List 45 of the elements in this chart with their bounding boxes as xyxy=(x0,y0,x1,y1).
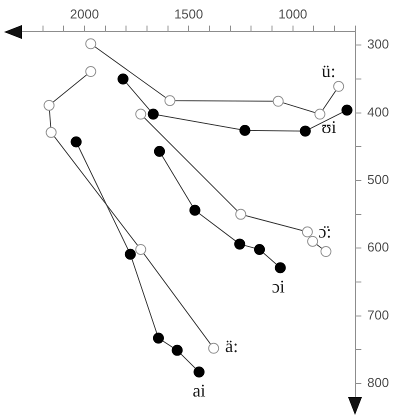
point xyxy=(124,248,136,260)
point xyxy=(152,332,164,344)
point xyxy=(272,96,284,107)
point xyxy=(234,238,246,250)
point xyxy=(314,108,326,120)
point xyxy=(135,108,146,120)
point xyxy=(172,344,183,356)
point xyxy=(254,244,265,255)
point xyxy=(164,95,176,106)
series-label: ai xyxy=(192,380,206,401)
point xyxy=(341,104,352,116)
point xyxy=(307,236,318,247)
point xyxy=(189,204,200,216)
x-tick-label: 1000 xyxy=(278,6,308,22)
y-tick-label: 500 xyxy=(367,172,390,188)
y-tick-label: 600 xyxy=(367,240,390,255)
point xyxy=(208,342,220,354)
point xyxy=(118,73,129,84)
y-tick-label: 800 xyxy=(367,375,390,390)
series-label: ä: xyxy=(225,336,238,356)
series-label: ʊi xyxy=(322,116,336,137)
series-label: ü: xyxy=(322,61,336,82)
x-tick-label: 1500 xyxy=(174,6,204,22)
y-tick-label: 400 xyxy=(367,104,390,120)
point xyxy=(320,246,332,258)
point xyxy=(70,136,82,148)
series-label: ɔ̈: xyxy=(318,221,332,242)
x-tick-label: 2000 xyxy=(70,6,99,22)
point xyxy=(333,80,344,92)
point xyxy=(274,262,286,274)
point xyxy=(302,226,313,238)
point xyxy=(148,108,159,120)
point xyxy=(85,66,96,78)
point xyxy=(135,244,146,255)
point xyxy=(235,208,246,220)
y-tick-label: 700 xyxy=(367,307,390,322)
point xyxy=(85,38,96,50)
point xyxy=(46,126,57,138)
series-label: ɔi xyxy=(272,276,285,296)
point xyxy=(154,146,165,157)
y-tick-label: 300 xyxy=(367,36,390,52)
point xyxy=(44,100,55,111)
point xyxy=(194,366,205,378)
point xyxy=(239,124,250,136)
point xyxy=(300,126,311,137)
